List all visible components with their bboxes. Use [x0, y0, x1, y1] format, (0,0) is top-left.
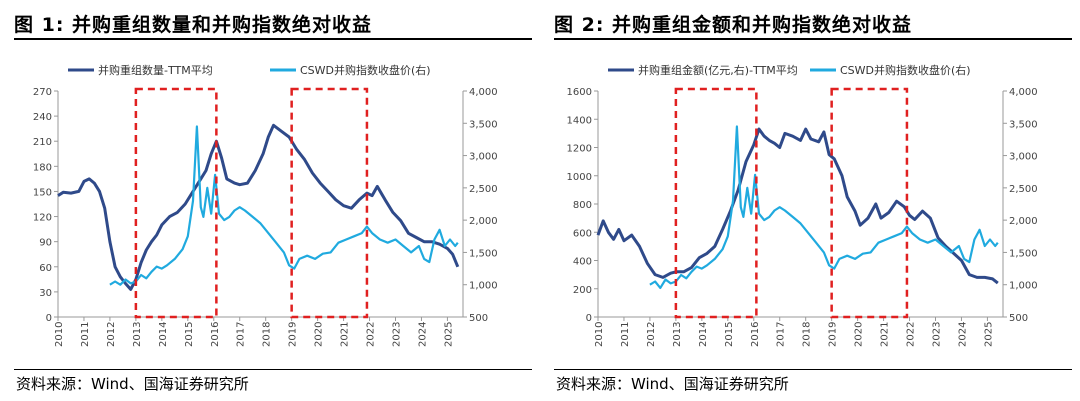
y-left-tick-label: 1200	[567, 144, 592, 155]
title-rule	[554, 38, 1072, 40]
x-tick-label: 2016	[210, 322, 221, 347]
x-tick-label: 2023	[392, 322, 403, 347]
x-tick-label: 2015	[184, 322, 195, 347]
x-tick-label: 2021	[340, 322, 351, 347]
figure-title: 图 2: 并购重组金额和并购指数绝对收益	[554, 14, 913, 36]
x-tick-label: 2013	[672, 322, 683, 347]
y-left-tick-label: 150	[33, 187, 52, 198]
x-tick-label: 2010	[594, 322, 605, 347]
x-tick-label: 2011	[620, 322, 631, 347]
source-rule	[14, 369, 532, 370]
x-tick-label: 2019	[828, 322, 839, 347]
x-tick-label: 2015	[724, 322, 735, 347]
y-right-tick-label: 500	[1009, 313, 1028, 324]
y-left-tick-label: 30	[39, 288, 52, 299]
legend-label: 并购重组数量-TTM平均	[98, 63, 213, 77]
y-left-tick-label: 270	[33, 87, 52, 98]
x-tick-label: 2012	[106, 322, 117, 347]
source-note: 资料来源：Wind、国海证券研究所	[556, 375, 789, 393]
x-tick-label: 2011	[80, 322, 91, 347]
y-left-tick-label: 800	[573, 200, 592, 211]
source-rule	[554, 369, 1072, 370]
y-left-tick-label: 1400	[567, 115, 592, 126]
title-rule	[14, 38, 532, 40]
y-left-tick-label: 400	[573, 257, 592, 268]
x-tick-label: 2025	[983, 322, 994, 347]
y-right-tick-label: 1,500	[469, 248, 498, 259]
y-right-tick-label: 3,500	[1009, 119, 1038, 130]
legend: 并购重组金额(亿元,右)-TTM平均 CSWD并购指数收盘价(右)	[608, 63, 971, 77]
figure-panel-1: 图 1: 并购重组数量和并购指数绝对收益 并购重组数量-TTM平均 CSWD并购指…	[8, 0, 538, 401]
x-tick-label: 2018	[262, 322, 273, 347]
x-tick-label: 2022	[906, 322, 917, 347]
legend-label: CSWD并购指数收盘价(右)	[840, 63, 971, 77]
highlight-box	[830, 87, 909, 319]
x-tick-label: 2014	[698, 322, 709, 347]
highlight-box	[674, 87, 758, 319]
x-tick-label: 2019	[288, 322, 299, 347]
y-right-tick-label: 2,000	[469, 216, 498, 227]
legend-label: CSWD并购指数收盘价(右)	[300, 63, 431, 77]
y-right-tick-label: 1,000	[1009, 281, 1038, 292]
x-tick-label: 2018	[802, 322, 813, 347]
highlight-box	[290, 87, 369, 319]
y-left-tick-label: 210	[33, 137, 52, 148]
y-right-tick-label: 500	[469, 313, 488, 324]
x-tick-label: 2021	[880, 322, 891, 347]
series-line	[596, 127, 999, 285]
x-tick-label: 2016	[750, 322, 761, 347]
y-left-tick-label: 180	[33, 162, 52, 173]
y-right-tick-label: 3,500	[469, 119, 498, 130]
x-tick-label: 2024	[417, 322, 428, 347]
figure-panel-2: 图 2: 并购重组金额和并购指数绝对收益 并购重组金额(亿元,右)-TTM平均 C…	[548, 0, 1078, 401]
x-tick-label: 2010	[54, 322, 65, 347]
x-tick-label: 2024	[957, 322, 968, 347]
y-right-tick-label: 4,000	[1009, 87, 1038, 98]
y-left-tick-label: 0	[46, 313, 52, 324]
chart-2: 并购重组金额(亿元,右)-TTM平均 CSWD并购指数收盘价(右) 0 200 400 6…	[567, 63, 1038, 347]
y-right-tick-label: 2,000	[1009, 216, 1038, 227]
chart-1: 并购重组数量-TTM平均 CSWD并购指数收盘价(右) 0 30 60 90 120 150 1…	[33, 63, 498, 347]
highlight-box	[134, 87, 218, 319]
x-tick-label: 2017	[776, 322, 787, 347]
y-right-tick-label: 3,000	[469, 152, 498, 163]
y-left-tick-label: 120	[33, 213, 52, 224]
y-left-tick-label: 1000	[567, 172, 592, 183]
y-right-tick-label: 4,000	[469, 87, 498, 98]
series-line	[57, 123, 460, 291]
y-left-tick-label: 240	[33, 112, 52, 123]
y-right-tick-label: 2,500	[469, 184, 498, 195]
y-left-tick-label: 0	[586, 313, 592, 324]
y-right-tick-label: 1,500	[1009, 248, 1038, 259]
x-tick-label: 2014	[158, 322, 169, 347]
series-line	[109, 125, 459, 286]
y-left-tick-label: 60	[39, 263, 52, 274]
x-tick-label: 2020	[854, 322, 865, 347]
legend: 并购重组数量-TTM平均 CSWD并购指数收盘价(右)	[68, 63, 431, 77]
y-left-tick-label: 90	[39, 238, 52, 249]
x-tick-label: 2017	[236, 322, 247, 347]
series-line	[649, 125, 999, 289]
source-note: 资料来源：Wind、国海证券研究所	[16, 375, 249, 393]
x-tick-label: 2022	[366, 322, 377, 347]
x-tick-label: 2025	[443, 322, 454, 347]
y-right-tick-label: 1,000	[469, 281, 498, 292]
y-left-tick-label: 1600	[567, 87, 592, 98]
y-right-tick-label: 3,000	[1009, 152, 1038, 163]
y-left-tick-label: 200	[573, 285, 592, 296]
x-tick-label: 2023	[932, 322, 943, 347]
y-left-tick-label: 600	[573, 228, 592, 239]
legend-label: 并购重组金额(亿元,右)-TTM平均	[638, 63, 798, 77]
x-tick-label: 2012	[646, 322, 657, 347]
figure-title: 图 1: 并购重组数量和并购指数绝对收益	[14, 14, 373, 36]
x-tick-label: 2013	[132, 322, 143, 347]
x-tick-label: 2020	[314, 322, 325, 347]
y-right-tick-label: 2,500	[1009, 184, 1038, 195]
